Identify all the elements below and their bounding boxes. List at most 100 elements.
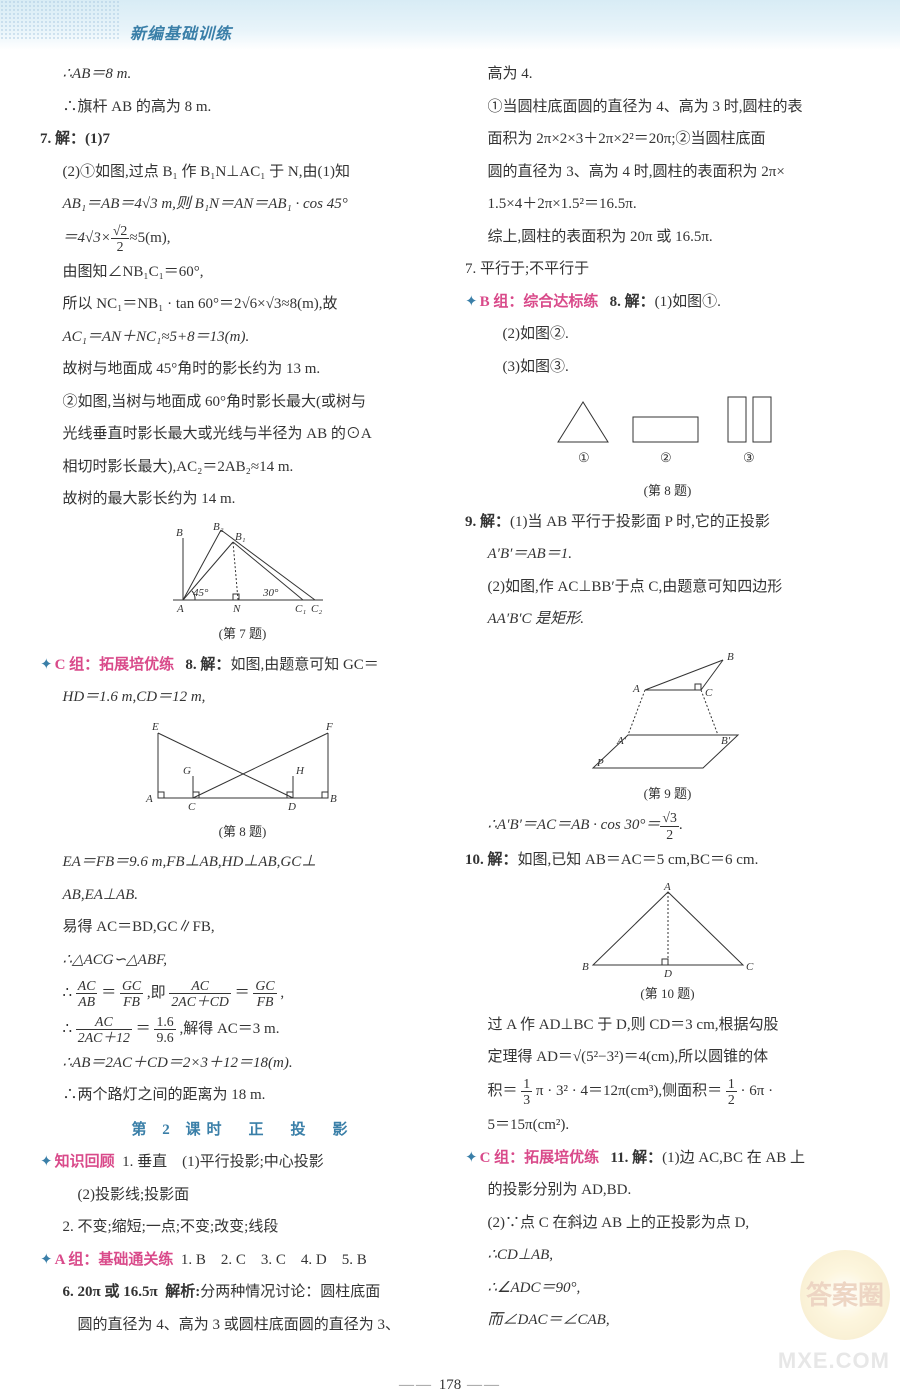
text-line: 面积为 2π×2×3＋2π×2²＝20π;②当圆柱底面 xyxy=(465,125,870,154)
svg-text:C: C xyxy=(746,961,754,973)
text-line: 所以 NC₁＝NB₁ · tan 60°＝2√6×√3≈8(m),故 xyxy=(40,290,445,319)
d: FB xyxy=(120,994,143,1009)
figure-7: BB₂B₁ AN C₁C₂ 45°30° xyxy=(40,520,445,620)
content-columns: ∴AB＝8 m. ∴旗杆 AB 的高为 8 m. 7. 解：(1)7 (2)①如… xyxy=(0,50,900,1363)
fig8r-caption: (第 8 题) xyxy=(465,479,870,504)
text-line: 而∠DAC＝∠CAB, xyxy=(465,1306,870,1335)
d: 2 xyxy=(726,1092,737,1107)
svg-text:A: A xyxy=(145,793,153,805)
text-line: A′B′＝AB＝1. xyxy=(465,540,870,569)
t: ＝ xyxy=(235,985,250,1001)
fraction: GCFB xyxy=(253,978,276,1009)
svg-text:C: C xyxy=(188,801,196,813)
dash-icon: —— xyxy=(399,1377,439,1393)
t: ∴A′B′＝AC＝AB · cos 30°＝ xyxy=(488,817,661,833)
lab1: ① xyxy=(578,450,590,465)
section-c: ✦C 组：拓展培优练 8. 解：如图,由题意可知 GC＝ xyxy=(40,651,445,680)
text-line: ②如图,当树与地面成 60°角时影长最大(或树与 xyxy=(40,388,445,417)
t: ≈5(m), xyxy=(129,230,170,246)
text-line: ∴A′B′＝AC＝AB · cos 30°＝√32. xyxy=(465,810,870,841)
label: 7. 解：(1)7 xyxy=(40,131,110,147)
svg-text:D: D xyxy=(663,968,672,980)
q7-head: 7. 解：(1)7 xyxy=(40,125,445,154)
svg-text:30°: 30° xyxy=(262,587,279,599)
n: GC xyxy=(120,978,143,994)
svg-text:E: E xyxy=(151,721,159,733)
q8-head: 8. 解： xyxy=(185,657,230,673)
t: ,即 xyxy=(147,985,166,1001)
t: · 6π · xyxy=(741,1083,774,1099)
t: 积＝ xyxy=(488,1083,518,1099)
svg-text:C: C xyxy=(705,687,713,699)
q10-head: 10. 解： xyxy=(465,852,518,868)
section-c2: ✦C 组：拓展培优练 11. 解：(1)边 AC,BC 在 AB 上 xyxy=(465,1144,870,1173)
num: √2 xyxy=(111,223,129,239)
t: (1)边 AC,BC 在 AB 上 xyxy=(662,1150,805,1166)
text-line: 圆的直径为 3、高为 4 时,圆柱的表面积为 2π× xyxy=(465,158,870,187)
fig9-caption: (第 9 题) xyxy=(465,782,870,807)
fraction: AC2AC＋CD xyxy=(169,978,231,1009)
svg-text:B: B xyxy=(330,793,337,805)
text-line: 由图知∠NB₁C₁＝60°, xyxy=(40,258,445,287)
n: √3 xyxy=(660,810,678,826)
t: . xyxy=(679,817,683,833)
text-line: AB,EA⊥AB. xyxy=(40,881,445,910)
fig8l-caption: (第 8 题) xyxy=(40,820,445,845)
n: AC xyxy=(76,1014,132,1030)
text-line: (2)如图②. xyxy=(465,320,870,349)
t: 分两种情况讨论：圆柱底面 xyxy=(200,1284,380,1300)
text-line: ∴∠ADC＝90°, xyxy=(465,1274,870,1303)
svg-text:D: D xyxy=(287,801,296,813)
text-line: 2. 不变;缩短;一点;不变;改变;线段 xyxy=(40,1213,445,1242)
text-line: 定理得 AD＝√(5²−3²)＝4(cm),所以圆锥的体 xyxy=(465,1043,870,1072)
right-column: 高为 4. ①当圆柱底面圆的直径为 4、高为 3 时,圆柱的表 面积为 2π×2… xyxy=(465,60,870,1343)
text-line: (2)如图,作 AC⊥BB′于点 C,由题意可知四边形 xyxy=(465,573,870,602)
t: ＝4√3× xyxy=(63,230,111,246)
text-line: ∴△ACG∽△ABF, xyxy=(40,946,445,975)
header-decoration xyxy=(0,0,120,40)
fraction: √32 xyxy=(660,810,678,841)
figure-8-right: ① ② ③ xyxy=(465,387,870,477)
text-line: 过 A 作 AD⊥BC 于 D,则 CD＝3 cm,根据勾股 xyxy=(465,1011,870,1040)
text-line: 5＝15π(cm²). xyxy=(465,1111,870,1140)
figure-8-left: EF AB CD GH xyxy=(40,718,445,818)
jiexi-label: 解析: xyxy=(165,1284,200,1300)
text-line: (3)如图③. xyxy=(465,353,870,382)
figure-10: A BDC xyxy=(465,880,870,980)
svg-text:A: A xyxy=(663,881,671,893)
n: GC xyxy=(253,978,276,994)
fraction: AC2AC＋12 xyxy=(76,1014,132,1045)
text-line: 圆的直径为 4、高为 3 或圆柱底面圆的直径为 3、 xyxy=(40,1311,445,1340)
text-line: 1.5×4＋2π×1.5²＝16.5π. xyxy=(465,190,870,219)
text-line: 故树与地面成 45°角时的影长约为 13 m. xyxy=(40,355,445,384)
fraction: 13 xyxy=(521,1076,532,1107)
fraction: ACAB xyxy=(76,978,98,1009)
d: 2AC＋CD xyxy=(169,994,231,1009)
text-line: AA′B′C 是矩形. xyxy=(465,605,870,634)
diamond-icon: ✦ xyxy=(40,657,53,673)
svg-text:A′: A′ xyxy=(616,735,627,747)
t: 1. B 2. C 3. C 4. D 5. B xyxy=(181,1252,367,1268)
text-line: 易得 AC＝BD,GC∥FB, xyxy=(40,913,445,942)
t: 如图,由题意可知 GC＝ xyxy=(230,657,378,673)
t: , xyxy=(280,985,284,1001)
d: FB xyxy=(253,994,276,1009)
fraction: 12 xyxy=(726,1076,737,1107)
svg-text:C₂: C₂ xyxy=(311,603,322,615)
d: 2AC＋12 xyxy=(76,1030,132,1045)
t: ＝ xyxy=(136,1021,151,1037)
page-number: —— 178 —— xyxy=(0,1371,900,1400)
text-line: 的投影分别为 AD,BD. xyxy=(465,1176,870,1205)
svg-text:B₂: B₂ xyxy=(213,521,224,533)
d: 2 xyxy=(660,827,678,842)
q11-head: 11. 解： xyxy=(610,1150,662,1166)
q9: 9. 解：(1)当 AB 平行于投影面 P 时,它的正投影 xyxy=(465,508,870,537)
t: 1. 垂直 (1)平行投影;中心投影 xyxy=(122,1154,324,1170)
svg-text:C₁: C₁ xyxy=(295,603,306,615)
t: ,解得 AC＝3 m. xyxy=(179,1021,279,1037)
left-column: ∴AB＝8 m. ∴旗杆 AB 的高为 8 m. 7. 解：(1)7 (2)①如… xyxy=(40,60,445,1343)
svg-text:A: A xyxy=(176,603,184,615)
diamond-icon: ✦ xyxy=(465,1150,478,1166)
svg-text:N: N xyxy=(232,603,241,615)
text-line: 相切时影长最大),AC₂＝2AB₂≈14 m. xyxy=(40,453,445,482)
